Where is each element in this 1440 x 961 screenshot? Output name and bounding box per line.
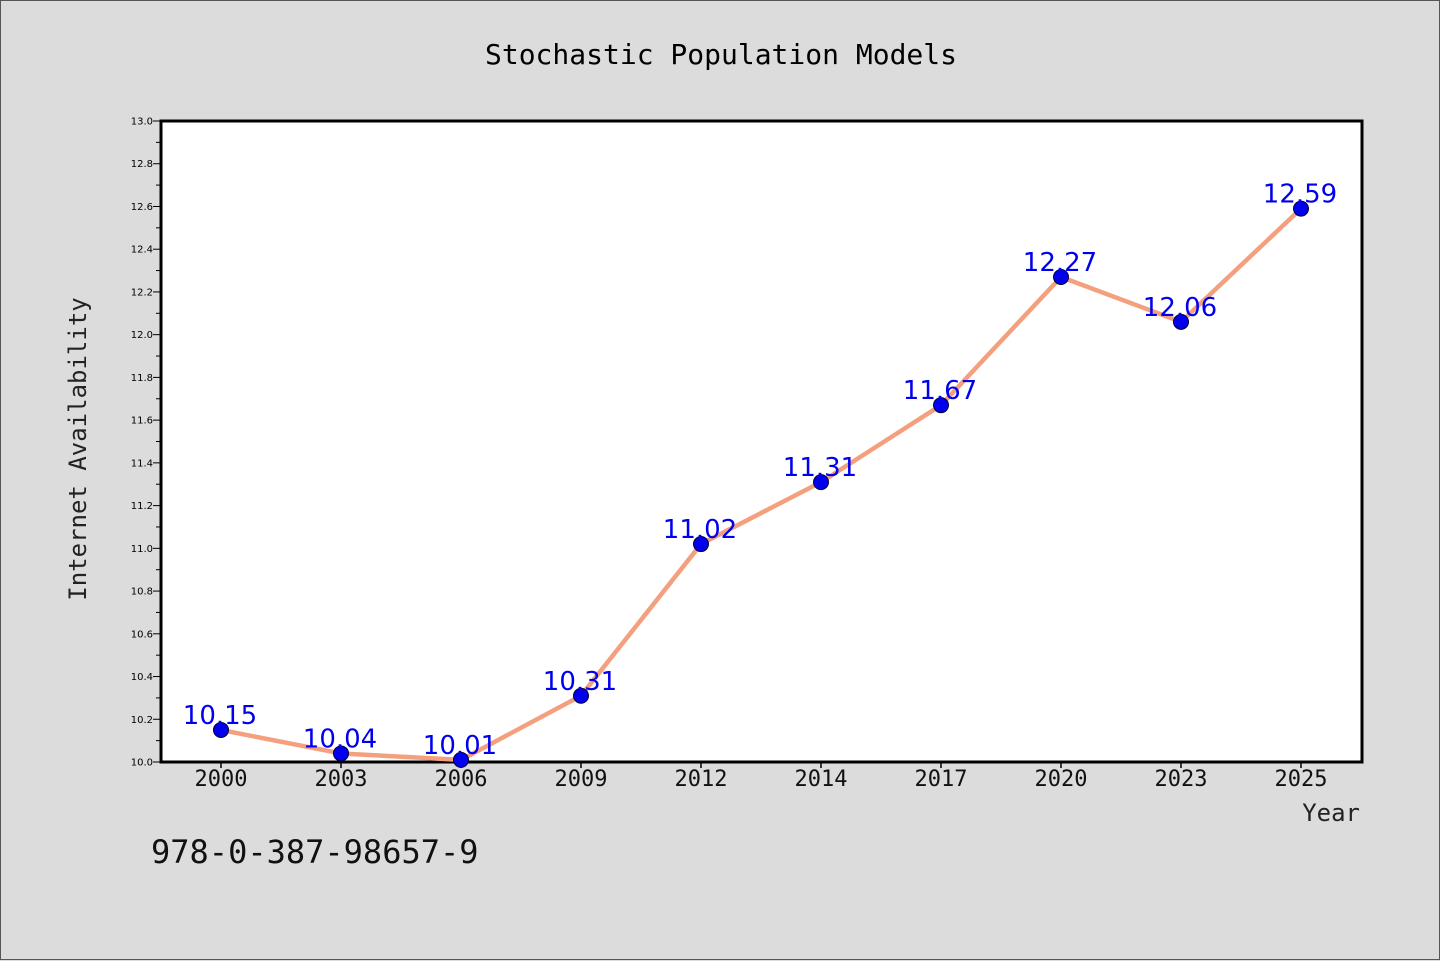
y-tick-label: 12.6 (131, 202, 153, 213)
x-tick-label: 2020 (1035, 767, 1088, 792)
plot-area (159, 119, 1364, 764)
y-tick-label: 12.4 (131, 245, 153, 256)
y-tick-label: 12.2 (131, 287, 153, 298)
footnote-isbn: 978-0-387-98657-9 (151, 833, 479, 871)
y-tick-label: 10.4 (131, 672, 153, 683)
data-label: 11.31 (783, 453, 857, 483)
data-label: 11.02 (663, 515, 737, 545)
chart-title: Stochastic Population Models (485, 38, 957, 71)
x-tick-label: 2012 (675, 767, 728, 792)
y-tick-label: 10.0 (131, 758, 153, 769)
x-tick-label: 2023 (1155, 767, 1208, 792)
data-point (933, 397, 949, 414)
y-tick-label: 13.0 (131, 117, 153, 128)
y-tick-label: 11.8 (131, 373, 153, 384)
data-label: 11.67 (903, 376, 977, 406)
x-axis: 2000 2003 2006 2009 2012 2014 2017 2020 2023 2025 (195, 762, 1328, 792)
data-label: 12.06 (1143, 293, 1217, 323)
y-tick-label: 10.8 (131, 587, 153, 598)
series-line (218, 206, 1304, 763)
series-group (213, 200, 1309, 768)
x-tick-label: 2003 (315, 767, 368, 792)
data-point (813, 474, 829, 491)
data-point (1053, 268, 1069, 285)
data-labels-group: 10.15 10.04 10.01 10.31 11.02 11.31 11.67 12.27… (183, 180, 1337, 761)
data-label: 10.04 (303, 724, 377, 754)
data-point (1173, 313, 1189, 330)
y-tick-label: 12.0 (131, 330, 153, 341)
x-tick-label: 2006 (435, 767, 488, 792)
data-point (573, 687, 589, 704)
data-label: 10.31 (543, 667, 617, 697)
y-tick-label: 11.4 (131, 458, 153, 469)
x-tick-label: 2017 (915, 767, 968, 792)
y-tick-label: 10.6 (131, 629, 153, 640)
x-tick-label: 2009 (555, 767, 608, 792)
data-label: 12.59 (1263, 180, 1337, 210)
data-label: 10.01 (423, 731, 497, 761)
y-axis: 10.0 10.2 10.4 10.6 10.8 11.0 11.2 11.4 11.6 11.8… (131, 117, 161, 769)
x-tick-label: 2000 (195, 767, 248, 792)
data-point (333, 745, 349, 762)
y-tick-label: 10.2 (131, 715, 153, 726)
y-tick-label: 11.2 (131, 501, 153, 512)
data-point (693, 536, 709, 553)
x-tick-label: 2025 (1275, 767, 1328, 792)
y-tick-label: 12.8 (131, 159, 153, 170)
y-tick-label: 11.0 (131, 544, 153, 555)
x-axis-title: Year (1302, 799, 1360, 827)
data-label: 10.15 (183, 701, 257, 731)
y-axis-title: Internet Availability (64, 297, 92, 600)
data-label: 12.27 (1023, 248, 1097, 278)
data-point (453, 751, 469, 768)
data-point (1293, 200, 1309, 217)
x-tick-label: 2014 (795, 767, 848, 792)
y-tick-label: 11.6 (131, 416, 153, 427)
data-point (213, 721, 229, 738)
